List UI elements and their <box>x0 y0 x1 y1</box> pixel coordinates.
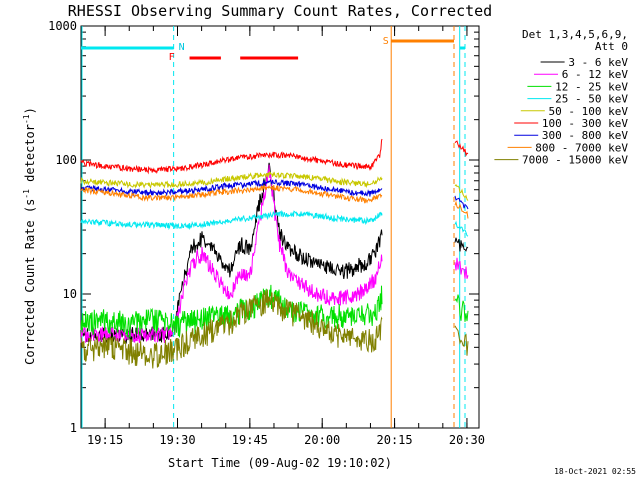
series-group <box>80 138 469 369</box>
series-line <box>80 289 383 369</box>
series-line-tail <box>454 200 469 219</box>
series-line-tail <box>454 183 469 201</box>
tick-labels: 1 10 100 1000 19:15 19:30 19:45 20:00 20:15 20:30 <box>48 19 485 447</box>
legend-label: 50 - 100 keV <box>549 105 629 118</box>
series-line <box>80 179 383 197</box>
footer-timestamp: 18-Oct-2021 02:55 <box>554 467 636 476</box>
x-tick-label: 20:00 <box>304 433 340 447</box>
chart-title: RHESSI Observing Summary Count Rates, Co… <box>68 2 492 20</box>
x-axis-label: Start Time (09-Aug-02 19:10:02) <box>168 456 392 470</box>
series-line <box>80 184 383 204</box>
legend-label: 12 - 25 keV <box>555 80 628 93</box>
legend-header: Att 0 <box>595 40 628 53</box>
series-line-tail <box>454 195 469 210</box>
y-label-sup2: -1 <box>22 114 31 124</box>
y-label-sup1: -1 <box>22 189 31 199</box>
y-label-end: ) <box>23 107 37 114</box>
series-line-tail <box>454 237 469 252</box>
marker-letter: S <box>383 36 389 47</box>
legend-header: Det 1,3,4,5,6,9, <box>522 28 628 41</box>
y-label-main: Corrected Count Rate (s <box>23 199 37 365</box>
x-tick-label: 19:15 <box>87 433 123 447</box>
legend-label: 800 - 7000 keV <box>535 141 628 154</box>
legend-label: 100 - 300 keV <box>542 117 628 130</box>
marker-letter: N <box>179 42 185 53</box>
series-line <box>80 209 383 231</box>
svg-text:Corrected Count Rate (s-1 dete: Corrected Count Rate (s-1 detector-1) <box>22 107 37 365</box>
legend-label: 6 - 12 keV <box>562 68 629 81</box>
series-line-tail <box>454 140 469 158</box>
y-tick-label: 1000 <box>48 19 77 33</box>
legend-label: 25 - 50 keV <box>555 93 628 106</box>
series-line <box>80 138 383 175</box>
plot-frame <box>80 25 480 429</box>
x-tick-label: 19:45 <box>232 433 268 447</box>
y-axis-label: Corrected Count Rate (s-1 detector-1) <box>22 107 37 365</box>
y-label-mid: detector <box>23 124 37 189</box>
x-tick-label: 20:15 <box>377 433 413 447</box>
y-tick-label: 100 <box>55 153 77 167</box>
overlay-markers: NF S <box>81 26 466 428</box>
marker-letter: F <box>169 52 175 63</box>
y-tick-label: 10 <box>63 287 77 301</box>
axes <box>80 25 480 429</box>
series-line-tail <box>454 325 469 356</box>
legend-label: 7000 - 15000 keV <box>522 154 628 167</box>
legend-label: 300 - 800 keV <box>542 129 628 142</box>
series-line-tail <box>454 257 469 279</box>
x-tick-label: 19:30 <box>159 433 195 447</box>
y-tick-label: 1 <box>70 421 77 435</box>
series-line-tail <box>454 220 469 237</box>
legend-label: 3 - 6 keV <box>568 56 628 69</box>
series-line <box>80 164 383 344</box>
series-line-tail <box>454 294 469 322</box>
series-line <box>80 170 383 189</box>
x-tick-label: 20:30 <box>449 433 485 447</box>
